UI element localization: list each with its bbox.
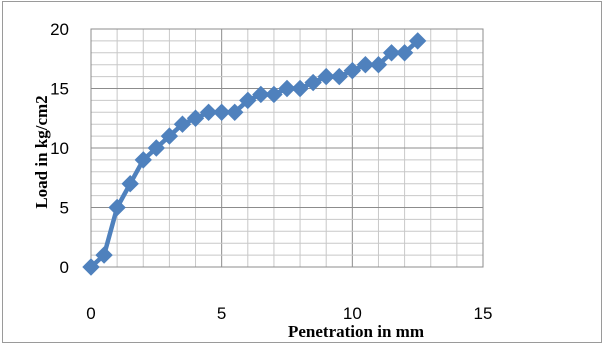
data-point-marker [330, 67, 348, 86]
data-point-marker [186, 109, 205, 127]
x-tick-label: 15 [474, 304, 493, 323]
data-point-marker [160, 127, 179, 145]
data-point-marker [317, 67, 335, 86]
series-0 [82, 32, 427, 276]
x-tick-label: 10 [343, 304, 362, 323]
x-axis-title: Penetration in mm [288, 322, 424, 341]
y-tick-label: 0 [60, 258, 69, 277]
data-point-marker [226, 103, 244, 122]
data-point-marker [108, 198, 126, 217]
data-point-marker [343, 61, 362, 80]
data-point-marker [265, 85, 283, 104]
data-point-marker [239, 91, 257, 110]
data-point-marker [147, 139, 166, 157]
tick-labels: 0 5 10 15 0 5 10 15 20 [50, 20, 492, 323]
data-point-marker [199, 103, 218, 122]
x-tick-label: 0 [86, 304, 95, 323]
y-axis-title: Load in kg/cm2 [32, 95, 51, 208]
y-tick-label: 15 [50, 80, 69, 99]
x-tick-label: 5 [217, 304, 226, 323]
data-point-marker [173, 115, 192, 133]
data-point-marker [252, 85, 270, 104]
data-point-marker [395, 44, 414, 62]
data-point-marker [95, 246, 113, 264]
data-point-marker [291, 79, 309, 98]
data-point-marker [134, 151, 152, 169]
data-point-marker [82, 258, 100, 276]
series-line [89, 39, 420, 269]
data-point-marker [278, 79, 296, 98]
plot-area-border [90, 28, 484, 268]
data-point-marker [408, 32, 427, 50]
data-point-marker [121, 174, 139, 193]
axes [90, 28, 484, 268]
data-point-marker [356, 55, 375, 74]
chart-svg: 0 5 10 15 0 5 10 15 20 Penetration in mm Load in… [32, 20, 492, 341]
data-point-marker [304, 73, 322, 92]
y-tick-label: 10 [50, 139, 69, 158]
chart-frame: 0 5 10 15 0 5 10 15 20 Penetration in mm Load in… [2, 1, 602, 343]
y-tick-label: 5 [60, 199, 69, 218]
y-tick-label: 20 [50, 20, 69, 39]
data-series [82, 32, 427, 276]
data-point-marker [212, 103, 231, 122]
data-point-marker [369, 55, 388, 74]
data-point-marker [382, 44, 401, 62]
